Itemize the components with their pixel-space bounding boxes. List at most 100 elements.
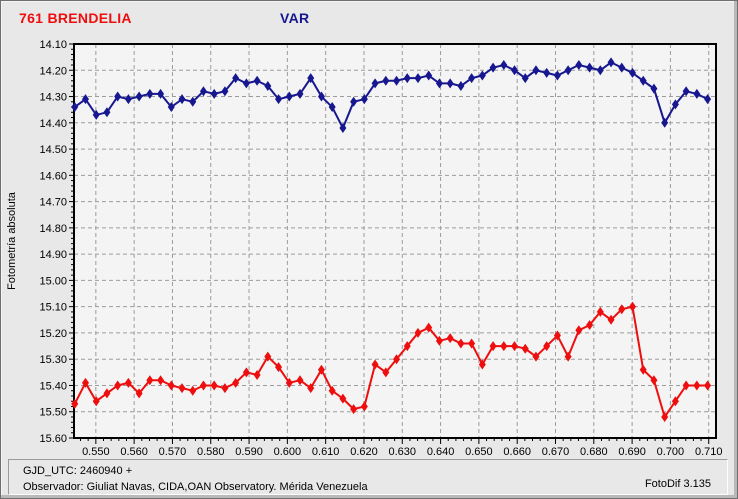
data-point — [210, 88, 218, 99]
data-point — [189, 96, 197, 107]
data-point — [232, 377, 240, 388]
data-point — [553, 70, 561, 81]
data-point — [586, 62, 594, 73]
data-point — [317, 364, 325, 375]
data-point — [682, 86, 690, 97]
data-point — [607, 314, 615, 325]
observer-label: Observador: Giuliat Navas, CIDA,OAN Obse… — [23, 481, 368, 493]
data-point — [693, 88, 701, 99]
x-tick-label: 0.550 — [82, 446, 110, 458]
data-point — [511, 65, 519, 76]
data-point — [382, 367, 390, 378]
x-tick-label: 0.570 — [159, 446, 187, 458]
data-point — [275, 94, 283, 105]
data-point — [242, 367, 250, 378]
y-tick-label: 14.60 — [39, 170, 67, 182]
y-tick-label: 15.60 — [39, 433, 67, 445]
data-point — [393, 75, 401, 86]
data-point — [360, 401, 368, 412]
data-point — [71, 398, 79, 409]
data-point — [650, 375, 658, 386]
data-point — [414, 73, 422, 84]
data-point — [146, 88, 154, 99]
data-point — [124, 377, 132, 388]
data-point — [532, 65, 540, 76]
data-point — [264, 81, 272, 92]
data-point — [328, 385, 336, 396]
y-tick-label: 14.30 — [39, 92, 67, 104]
x-tick-label: 0.700 — [657, 446, 685, 458]
data-point — [628, 67, 636, 78]
data-point — [403, 73, 411, 84]
data-point — [296, 375, 304, 386]
data-point — [285, 91, 293, 102]
y-tick-label: 14.70 — [39, 197, 67, 209]
data-point — [135, 91, 143, 102]
data-point — [403, 341, 411, 352]
data-point — [242, 78, 250, 89]
data-point — [275, 362, 283, 373]
data-point — [607, 57, 615, 68]
x-tick-label: 0.560 — [120, 446, 148, 458]
data-point — [232, 73, 240, 84]
data-point — [221, 383, 229, 394]
x-tick-label: 0.670 — [542, 446, 570, 458]
y-tick-label: 14.50 — [39, 144, 67, 156]
data-point — [382, 75, 390, 86]
data-point — [618, 304, 626, 315]
data-point — [178, 94, 186, 105]
plot-area: 0.550 0.560 0.570 0.580 0.590 0.600 0.610 0.620… — [39, 39, 722, 458]
data-point — [500, 341, 508, 352]
data-point — [393, 354, 401, 365]
data-point — [650, 83, 658, 94]
data-point — [704, 94, 712, 105]
data-point — [425, 322, 433, 333]
gjd-utc-label: GJD_UTC: 2460940 + — [23, 465, 133, 477]
y-tick-label: 15.40 — [39, 380, 67, 392]
x-tick-label: 0.580 — [197, 446, 225, 458]
data-point — [103, 388, 111, 399]
data-point — [339, 123, 347, 134]
y-tick-label: 14.20 — [39, 65, 67, 77]
y-tick-label: 15.00 — [39, 275, 67, 287]
data-point — [253, 75, 261, 86]
data-point — [328, 102, 336, 113]
data-point — [521, 343, 529, 354]
data-point — [639, 364, 647, 375]
data-point — [81, 94, 89, 105]
x-tick-label: 0.690 — [618, 446, 646, 458]
data-point — [189, 385, 197, 396]
data-point — [468, 338, 476, 349]
data-point — [671, 396, 679, 407]
data-point — [532, 351, 540, 362]
plot-background — [74, 44, 716, 438]
data-point — [264, 351, 272, 362]
data-point — [317, 91, 325, 102]
data-point — [575, 325, 583, 336]
data-point — [478, 359, 486, 370]
data-point — [639, 75, 647, 86]
data-point — [350, 404, 358, 415]
data-point — [178, 383, 186, 394]
data-point — [199, 380, 207, 391]
data-point — [543, 67, 551, 78]
y-tick-label: 15.20 — [39, 328, 67, 340]
data-point — [307, 383, 315, 394]
x-tick-label: 0.680 — [580, 446, 608, 458]
data-point — [371, 78, 379, 89]
data-point — [468, 73, 476, 84]
x-tick-label: 0.710 — [695, 446, 723, 458]
object-title: 761 BRENDELIA — [19, 10, 132, 26]
data-point — [339, 393, 347, 404]
data-point — [92, 396, 100, 407]
data-point — [500, 60, 508, 71]
data-point — [124, 94, 132, 105]
data-point — [618, 62, 626, 73]
data-point — [435, 78, 443, 89]
data-point — [521, 73, 529, 84]
data-point — [511, 341, 519, 352]
data-point — [693, 380, 701, 391]
x-tick-label: 0.590 — [235, 446, 263, 458]
data-point — [682, 380, 690, 391]
